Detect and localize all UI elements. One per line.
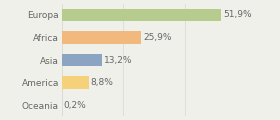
Text: 25,9%: 25,9% bbox=[143, 33, 171, 42]
Bar bbox=[62, 54, 102, 66]
Text: 13,2%: 13,2% bbox=[104, 55, 132, 65]
Bar bbox=[62, 76, 89, 89]
Bar bbox=[62, 31, 141, 44]
Text: 0,2%: 0,2% bbox=[64, 101, 87, 110]
Text: 8,8%: 8,8% bbox=[90, 78, 113, 87]
Text: 51,9%: 51,9% bbox=[223, 10, 252, 19]
Bar bbox=[62, 9, 221, 21]
